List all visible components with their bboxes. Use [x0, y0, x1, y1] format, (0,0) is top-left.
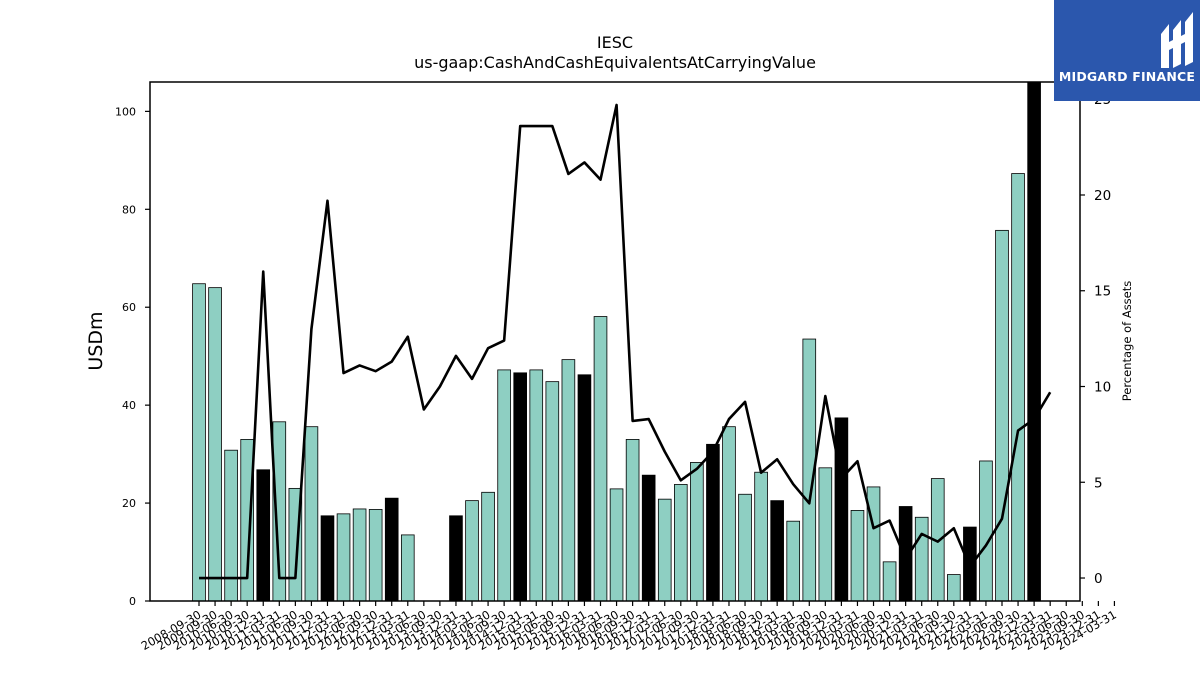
bar-2017-03-31	[657, 498, 672, 602]
bar-2019-03-31	[786, 520, 801, 602]
bar-2016-09-30	[625, 439, 640, 602]
y-tick-label: 60	[122, 301, 136, 314]
y-tick-label: 100	[115, 105, 136, 118]
chart-title: IESC	[597, 33, 633, 52]
y2-tick-label: 15	[1094, 284, 1111, 300]
y-tick-label: 0	[129, 595, 136, 608]
y2-tick-label: 10	[1094, 380, 1111, 396]
bar-2015-06-30	[545, 381, 560, 602]
bar-2022-06-30	[995, 229, 1009, 602]
brand-name: MIDGARD FINANCE	[1058, 69, 1196, 84]
bar-2018-09-30	[754, 471, 768, 602]
bar-2009-09-30	[208, 287, 222, 602]
plot-frame	[149, 81, 1081, 602]
bar-2016-12-31	[641, 474, 656, 602]
bar-2008-09-30	[192, 283, 206, 602]
bar-2016-06-30	[609, 488, 624, 602]
right-axis-ticks: 0510152025	[1080, 92, 1111, 587]
bar-2018-03-31	[722, 426, 736, 602]
percentage-of-assets-line	[199, 103, 1052, 580]
bar-2017-12-31	[706, 443, 720, 602]
y2-tick-label: 0	[1094, 571, 1103, 587]
bar-2022-03-31	[979, 460, 993, 602]
bar-2010-12-31	[256, 469, 271, 602]
bar-2022-09-30	[1011, 173, 1025, 602]
bar-2019-09-30	[818, 467, 833, 602]
bar-2013-12-31	[449, 515, 463, 602]
bar-2019-12-31	[834, 417, 849, 602]
y2-axis-label: Percentage of Assets	[1120, 281, 1134, 402]
bar-2011-12-31	[320, 515, 335, 602]
x-axis-ticks: 2008-09-302009-09-302010-06-302010-09-30…	[139, 601, 1119, 653]
bar-group	[192, 81, 1041, 602]
bar-2020-03-31	[850, 510, 865, 602]
bar-2017-06-30	[674, 484, 688, 602]
bar-2012-09-30	[368, 509, 383, 602]
bar-2015-03-31	[529, 369, 544, 602]
bar-2018-12-31	[770, 500, 784, 602]
bar-2014-03-31	[465, 500, 479, 602]
bar-2018-06-30	[738, 493, 752, 602]
bar-2013-03-31	[400, 534, 415, 602]
bar-2014-06-30	[481, 491, 495, 602]
bar-2012-06-30	[352, 508, 367, 602]
bar-2014-12-31	[513, 372, 527, 602]
bar-2015-09-30	[561, 359, 576, 602]
bar-2021-03-31	[914, 516, 929, 602]
bar-2012-03-31	[336, 513, 351, 602]
y-tick-label: 20	[122, 497, 136, 510]
bar-2012-12-31	[384, 497, 399, 602]
y2-tick-label: 5	[1094, 475, 1103, 491]
midgard-logo-icon	[1161, 12, 1193, 68]
bar-2014-09-30	[497, 369, 511, 602]
y-tick-label: 40	[122, 399, 136, 412]
bar-2011-09-30	[304, 426, 319, 602]
bar-2020-09-30	[882, 561, 897, 602]
chart-subtitle: us-gaap:CashAndCashEquivalentsAtCarrying…	[414, 53, 816, 72]
bar-2016-03-31	[593, 316, 608, 602]
bar-2021-09-30	[947, 574, 961, 602]
bar-2017-09-30	[690, 462, 704, 602]
y2-tick-label: 20	[1094, 188, 1111, 204]
bar-2015-12-31	[577, 374, 592, 602]
bar-2022-12-31	[1027, 81, 1041, 602]
left-axis-ticks: 0 20 40 60 80 100	[115, 105, 150, 608]
brand-logo: MIDGARD FINANCE	[1054, 0, 1200, 101]
y-axis-label: USDm	[85, 311, 107, 370]
y-tick-label: 80	[122, 203, 136, 216]
